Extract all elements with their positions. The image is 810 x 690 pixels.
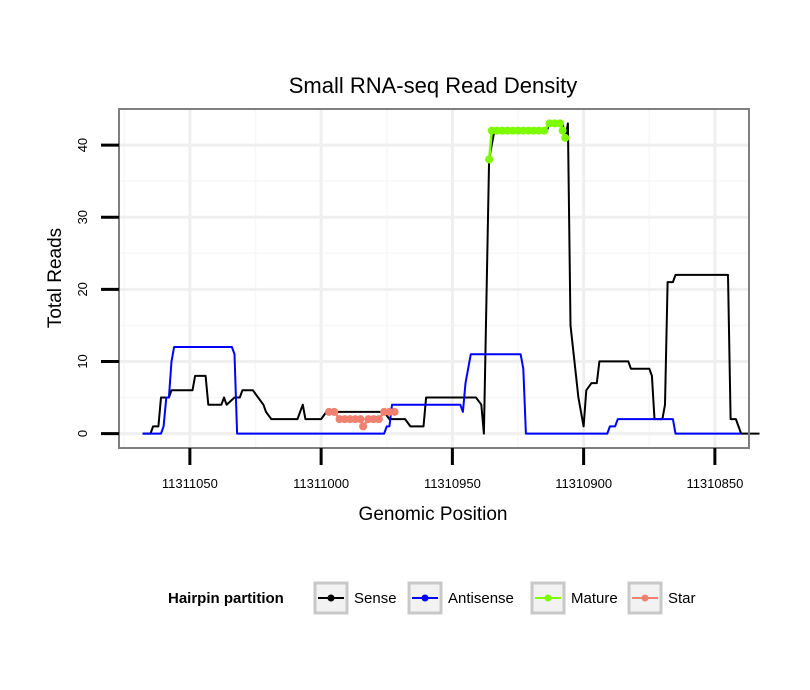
y-axis: 0 10 20 30 40 — [75, 138, 119, 437]
y-tick-label: 10 — [75, 354, 90, 368]
y-tick-label: 20 — [75, 282, 90, 296]
plot-border — [118, 108, 750, 449]
legend-label: Sense — [354, 590, 397, 607]
series-sense — [142, 122, 760, 435]
antisense-line — [142, 346, 742, 435]
series-star — [325, 407, 399, 431]
x-axis-title: Genomic Position — [359, 504, 508, 525]
legend: Hairpin partition Sense Antisense Mature St… — [168, 581, 696, 615]
legend-key-dot — [641, 594, 649, 602]
y-tick-label: 30 — [75, 210, 90, 224]
legend-label: Mature — [571, 590, 618, 607]
plot-panel — [119, 109, 749, 448]
mature-point — [561, 133, 570, 142]
mature-point — [558, 126, 567, 135]
legend-item-antisense: Antisense — [407, 581, 514, 615]
legend-item-star: Star — [627, 581, 696, 615]
grid-lines — [119, 109, 749, 448]
legend-item-sense: Sense — [313, 581, 397, 615]
y-tick-label: 40 — [75, 138, 90, 152]
sense-line — [142, 122, 760, 435]
star-point — [390, 407, 399, 416]
series-layer — [142, 119, 760, 435]
y-axis-title: Total Reads — [45, 228, 66, 328]
legend-key-dot — [544, 594, 552, 602]
legend-title: Hairpin partition — [168, 590, 284, 607]
legend-key-dot — [421, 594, 429, 602]
series-mature — [485, 119, 570, 164]
star-point — [330, 407, 339, 416]
mature-point — [485, 155, 494, 164]
y-tick-label: 0 — [75, 430, 90, 437]
legend-label: Star — [668, 590, 696, 607]
series-antisense — [142, 346, 742, 435]
x-tick-label: 11310850 — [686, 476, 743, 491]
x-tick-label: 11311000 — [293, 476, 349, 491]
legend-item-mature: Mature — [530, 581, 618, 615]
x-tick-label: 11310950 — [424, 476, 481, 491]
legend-label: Antisense — [448, 590, 514, 607]
star-point — [359, 422, 368, 431]
mature-point — [540, 126, 549, 135]
x-tick-label: 11311050 — [162, 476, 218, 491]
mature-point — [556, 119, 564, 128]
chart-title: Small RNA-seq Read Density — [289, 73, 578, 98]
star-point — [356, 415, 365, 424]
legend-key-dot — [327, 594, 335, 602]
star-point — [374, 415, 383, 424]
x-axis: 11311050 11311000 11310950 11310900 11310850 — [162, 448, 743, 491]
x-tick-label: 11310900 — [555, 476, 612, 491]
